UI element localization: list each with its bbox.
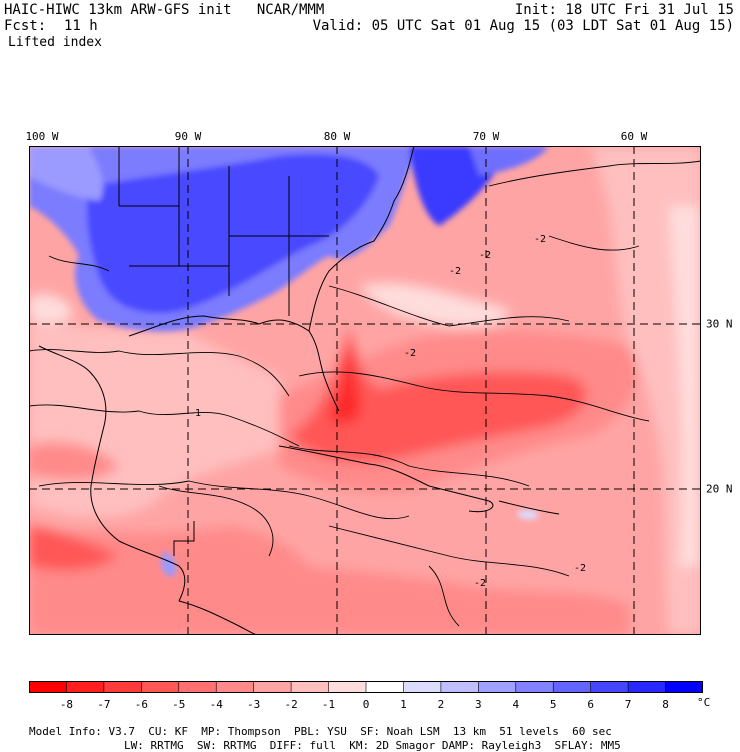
lon-label-90w: 90 W [174,130,202,143]
cu-scheme: CU: KF [148,725,188,738]
sw-scheme: SW: RRTMG [196,739,257,752]
colorbar-swatch [178,681,217,693]
valid-time: Valid: 05 UTC Sat 01 Aug 15 (03 LDT Sat … [312,18,734,34]
colorbar-label: -2 [284,698,298,711]
lon-label-60w: 60 W [620,130,648,143]
km-scheme: KM: 2D Smagor [349,739,436,752]
lon-label-70w: 70 W [472,130,500,143]
colorbar-label: 6 [587,698,594,711]
coastlines [38,146,560,635]
model-info-line1: Model Info: V3.7 CU: KF MP: Thompson PBL… [29,712,612,738]
colorbar-label: 4 [512,698,520,711]
colorbar-swatch [403,681,442,693]
colorbar-label: 7 [624,698,632,711]
field-name: Lifted index [8,35,102,50]
colorbar-unit: °C [697,696,711,709]
colorbar-swatch [366,681,404,693]
colorbar-swatch [66,681,105,693]
colorbar-swatch [590,681,629,693]
blue-stable-region [29,146,549,577]
colorbar [29,681,703,693]
model-title: HAIC-HIWC 13km ARW-GFS init NCAR/MMM [4,2,325,18]
colorbar-label: 1 [400,698,407,711]
colorbar-swatch [29,681,67,693]
model-info-line2: LW: RRTMG SW: RRTMG DIFF: full KM: 2D Sm… [124,726,621,752]
diff-scheme: DIFF: full [269,739,336,752]
colorbar-label: 2 [437,698,445,711]
colorbar-label: -1 [321,698,336,711]
colorbar-swatch [291,681,330,693]
colorbar-swatch [553,681,592,693]
lon-label-80w: 80 W [323,130,351,143]
colorbar-swatch [216,681,255,693]
contour-label: -2 [474,578,486,589]
colorbar-label: -6 [134,698,148,711]
map-frame [29,146,701,635]
colorbar-label: 5 [549,698,557,711]
colorbar-label: 3 [475,698,482,711]
sf-scheme: SF: Noah LSM [360,725,440,738]
contour-labels: -2 -2 -2 -2 -1 -2 -2 [189,234,586,589]
forecast-label: Fcst: [4,18,47,34]
field-shading [29,146,701,635]
colorbar-label: -5 [172,698,186,711]
colorbar-label: 8 [662,698,669,711]
mp-scheme: MP: Thompson [201,725,281,738]
contour-label: -2 [574,563,586,574]
colorbar-swatch [440,681,479,693]
colorbar-label: -4 [209,698,223,711]
colorbar-swatch [665,681,703,693]
lw-scheme: LW: RRTMG [124,739,184,752]
model-version: Model Info: V3.7 [29,725,135,738]
timestep: 60 sec [572,725,612,738]
colorbar-swatch [141,681,180,693]
lon-label-100w: 100 W [25,130,59,143]
contour-label: -2 [449,266,461,277]
colorbar-swatch [515,681,554,693]
init-time: Init: 18 UTC Fri 31 Jul 15 [514,2,734,18]
pbl-scheme: PBL: YSU [293,725,347,738]
sflay-scheme: SFLAY: MM5 [554,739,621,752]
colorbar-label: 0 [362,698,370,711]
colorbar-label: -3 [247,698,261,711]
lifted-index-contours [29,160,701,627]
lat-label-30n: 30 N [706,317,733,331]
forecast-hour: 11 h [64,18,98,34]
lat-label-20n: 20 N [706,482,733,496]
contour-label: -2 [404,348,416,359]
contour-label: -1 [189,408,201,419]
graticule [29,146,701,635]
colorbar-swatch [478,681,517,693]
contour-label: -2 [534,234,546,245]
lifted-index-map: -2 -2 -2 -2 -1 -2 -2 [29,146,701,635]
colorbar-label: -8 [59,698,74,711]
colorbar-swatch [103,681,142,693]
colorbar-swatch [628,681,667,693]
resolution: 13 km [452,725,487,738]
colorbar-label: -7 [97,698,111,711]
colorbar-swatch [253,681,292,693]
levels: 51 levels [499,725,559,738]
colorbar-swatch [328,681,367,693]
damp-scheme: DAMP: Rayleigh3 [441,739,542,752]
contour-label: -2 [479,250,491,261]
